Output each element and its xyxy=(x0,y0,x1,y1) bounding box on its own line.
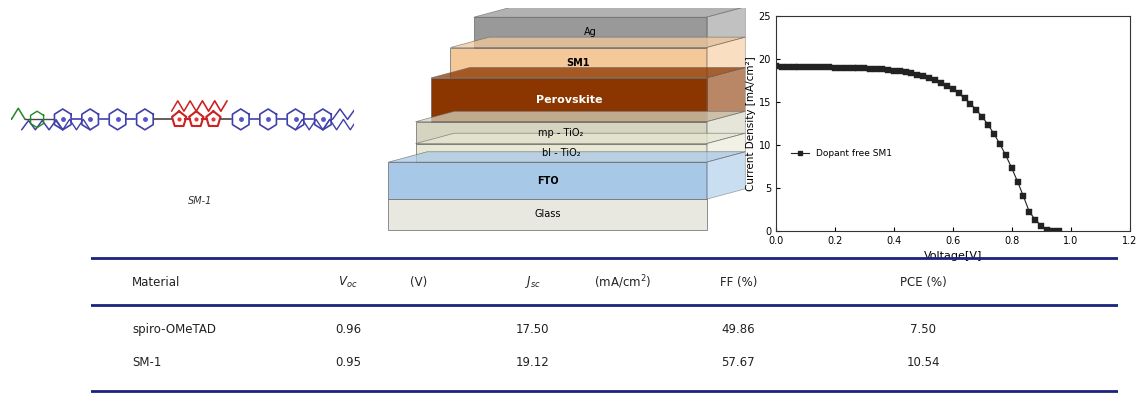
Polygon shape xyxy=(431,68,745,78)
Text: 7.50: 7.50 xyxy=(911,323,936,336)
Polygon shape xyxy=(706,152,745,199)
Polygon shape xyxy=(706,68,745,122)
Polygon shape xyxy=(415,111,745,122)
Text: (V): (V) xyxy=(410,276,427,289)
Polygon shape xyxy=(474,7,745,17)
Polygon shape xyxy=(415,144,706,162)
Text: $V_{oc}$: $V_{oc}$ xyxy=(338,275,358,290)
Text: FTO: FTO xyxy=(536,176,558,186)
Text: FF (%): FF (%) xyxy=(720,276,756,289)
X-axis label: Voltage[V]: Voltage[V] xyxy=(923,251,982,261)
Polygon shape xyxy=(451,47,706,78)
Text: bl - TiO₂: bl - TiO₂ xyxy=(542,148,581,158)
Text: 17.50: 17.50 xyxy=(516,323,550,336)
Polygon shape xyxy=(706,133,745,162)
Polygon shape xyxy=(706,111,745,144)
Y-axis label: Current Density [mA/cm²]: Current Density [mA/cm²] xyxy=(746,56,755,191)
Text: SM-1: SM-1 xyxy=(187,196,212,206)
Polygon shape xyxy=(706,7,745,47)
Text: 0.96: 0.96 xyxy=(335,323,361,336)
Polygon shape xyxy=(388,199,706,230)
Polygon shape xyxy=(451,37,745,47)
Text: spiro-OMeTAD: spiro-OMeTAD xyxy=(132,323,217,336)
Polygon shape xyxy=(706,37,745,78)
Text: 19.12: 19.12 xyxy=(516,356,550,369)
Polygon shape xyxy=(415,122,706,144)
Text: Glass: Glass xyxy=(534,209,560,219)
Text: mp - TiO₂: mp - TiO₂ xyxy=(539,128,584,138)
Polygon shape xyxy=(415,133,745,144)
Text: (mA/cm$^2$): (mA/cm$^2$) xyxy=(594,273,652,291)
Text: SM-1: SM-1 xyxy=(132,356,162,369)
Text: $J_{sc}$: $J_{sc}$ xyxy=(525,274,541,290)
FancyBboxPatch shape xyxy=(9,6,356,233)
Polygon shape xyxy=(388,162,706,199)
Polygon shape xyxy=(431,78,706,122)
Polygon shape xyxy=(474,17,706,47)
Text: SM1: SM1 xyxy=(567,58,590,68)
Text: PCE (%): PCE (%) xyxy=(900,276,946,289)
Text: 0.95: 0.95 xyxy=(335,356,361,369)
Text: 57.67: 57.67 xyxy=(721,356,755,369)
Legend: Dopant free SM1: Dopant free SM1 xyxy=(787,146,896,162)
Text: 10.54: 10.54 xyxy=(906,356,940,369)
Text: Material: Material xyxy=(132,276,180,289)
Text: Perovskite: Perovskite xyxy=(535,95,602,105)
Text: Ag: Ag xyxy=(584,27,597,37)
Polygon shape xyxy=(388,152,745,162)
Text: 49.86: 49.86 xyxy=(721,323,755,336)
